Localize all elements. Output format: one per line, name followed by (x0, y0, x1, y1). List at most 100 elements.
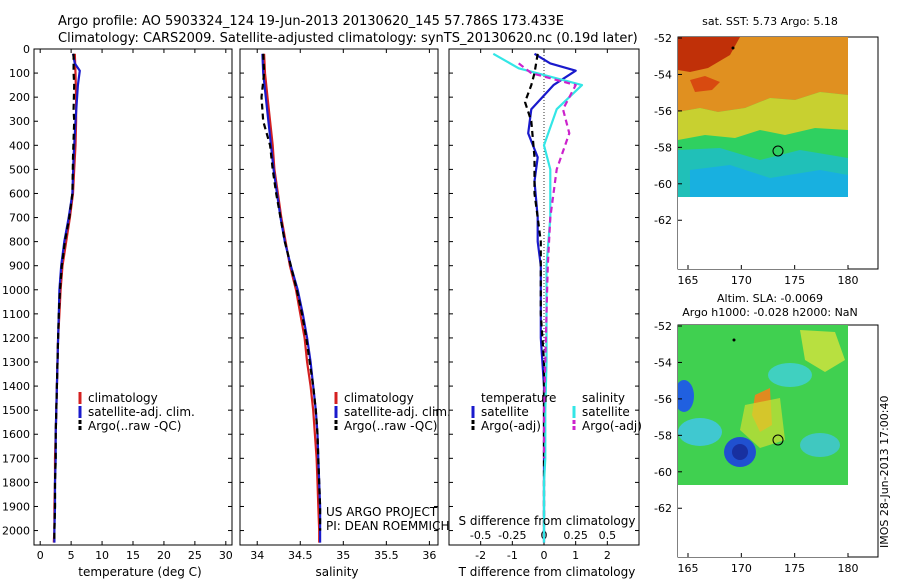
y-tick-label: 1400 (2, 380, 30, 393)
x-tick-label: 10 (95, 549, 109, 562)
difference-legend-salinity: salinity satellite Argo(-adj) (572, 391, 642, 433)
lat-tick-label: -54 (654, 356, 672, 369)
lat-tick-label: -60 (654, 466, 672, 479)
sst-argo-marker (772, 145, 784, 157)
x-tick-label: 34.5 (288, 549, 313, 562)
sst-hot-patch (678, 37, 740, 72)
temperature-x-ticks: 0 5 10 15 20 25 30 (37, 49, 233, 562)
series-line-climatology (263, 53, 321, 543)
lat-tick-label: -56 (654, 105, 672, 118)
sst-mid-band (678, 92, 848, 140)
x-tick-label: 5 (68, 549, 75, 562)
lon-tick-label: 170 (731, 562, 752, 575)
sla-cyan-patch-2 (678, 418, 722, 446)
difference-legend-temperature: temperature satellite Argo(-adj) (471, 391, 556, 433)
salinity-x-label: salinity (315, 565, 358, 579)
pi-annotation: PI: DEAN ROEMMICH (326, 519, 449, 533)
s-tick-label: 0.25 (563, 529, 588, 542)
lat-tick-label: -52 (654, 32, 672, 45)
timestamp-stamp: IMOS 28-Jun-2013 17:00:40 (878, 395, 891, 548)
series-line-salinity-argo-adj- (518, 62, 577, 459)
series-line-temperature-satellite (527, 52, 577, 543)
legend-label-t-satellite: satellite (481, 405, 529, 419)
sst-map-title: sat. SST: 5.73 Argo: 5.18 (702, 15, 838, 28)
salinity-series (260, 53, 322, 543)
s-tick-label: -0.5 (470, 529, 491, 542)
x-tick-label: 15 (126, 549, 140, 562)
legend-heading-salinity: salinity (582, 391, 625, 405)
difference-series (492, 52, 584, 543)
series-line-argo-raw-qc- (260, 53, 322, 531)
temperature-legend: climatology satellite-adj. clim. Argo(..… (78, 391, 195, 433)
x-tick-label: 34 (250, 549, 264, 562)
header-line-2: Climatology: CARS2009. Satellite-adjuste… (58, 31, 638, 46)
lat-tick-label: -54 (654, 68, 672, 81)
difference-x-label-top: S difference from climatology (459, 514, 636, 528)
sla-cyan-patch-1 (768, 363, 812, 387)
sla-land-mask (678, 485, 848, 557)
s-tick-label: 0.5 (599, 529, 617, 542)
depth-axis-ticks: 0 100 200 300 400 500 600 700 800 900 1000 1100 1200… (2, 43, 232, 538)
y-tick-label: 600 (9, 187, 30, 200)
temperature-panel-frame (33, 48, 233, 546)
sla-heatmap (678, 325, 848, 485)
lon-tick-label: 165 (678, 562, 699, 575)
lat-tick-label: -62 (654, 214, 672, 227)
x-tick-label: 2 (604, 549, 611, 562)
x-tick-label: 30 (219, 549, 233, 562)
x-tick-label: 35 (336, 549, 350, 562)
y-tick-label: 200 (9, 91, 30, 104)
sla-deep-low (732, 444, 748, 460)
y-tick-label: 700 (9, 212, 30, 225)
lon-tick-label: 165 (678, 274, 699, 287)
y-tick-label: 1300 (2, 356, 30, 369)
y-tick-label: 1600 (2, 428, 30, 441)
lat-tick-label: -56 (654, 393, 672, 406)
lat-tick-label: -62 (654, 502, 672, 515)
y-tick-label: 0 (23, 43, 30, 56)
y-tick-label: 400 (9, 139, 30, 152)
difference-depth-ticks (449, 48, 639, 532)
sst-small-dot (731, 46, 735, 50)
x-tick-label: 36 (422, 549, 436, 562)
lon-tick-label: 180 (838, 562, 859, 575)
x-tick-label: 0 (37, 549, 44, 562)
sst-land-mask (678, 197, 848, 269)
salinity-x-ticks: 34 34.5 35 35.5 36 (250, 49, 436, 562)
y-tick-label: 1900 (2, 500, 30, 513)
temperature-x-label: temperature (deg C) (78, 565, 201, 579)
header-line-1: Argo profile: AO 5903324_124 19-Jun-2013… (58, 14, 564, 29)
lon-tick-label: 175 (784, 274, 805, 287)
sla-yellow-patch-1 (800, 330, 845, 372)
lat-tick-label: -60 (654, 178, 672, 191)
temperature-series (52, 53, 81, 543)
legend-label-argo: Argo(..raw -QC) (88, 419, 181, 433)
salinity-panel-frame (239, 48, 439, 546)
legend-label-satellite: satellite-adj. clim. (88, 405, 195, 419)
x-tick-label: 20 (157, 549, 171, 562)
y-tick-label: 1500 (2, 404, 30, 417)
lon-tick-label: 180 (838, 274, 859, 287)
x-tick-label: 0 (541, 549, 548, 562)
legend-label-s-satellite: satellite (582, 405, 630, 419)
lat-tick-label: -52 (654, 320, 672, 333)
series-line-argo-raw-qc- (53, 53, 76, 541)
y-tick-label: 2000 (2, 525, 30, 538)
difference-x-ticks: -2 -1 0 1 2 (475, 49, 611, 562)
legend-label-satellite: satellite-adj. clim. (344, 405, 451, 419)
sst-map-ticks: 165 170 175 180 -52 -54 -56 -58 -60 -62 (654, 32, 858, 287)
y-tick-label: 300 (9, 115, 30, 128)
salinity-depth-ticks (240, 48, 438, 532)
x-tick-label: 25 (188, 549, 202, 562)
lon-tick-label: 170 (731, 274, 752, 287)
y-tick-label: 1100 (2, 308, 30, 321)
legend-label-t-argo: Argo(-adj) (481, 419, 541, 433)
y-tick-label: 1700 (2, 452, 30, 465)
x-tick-label: 1 (572, 549, 579, 562)
sla-small-dot (732, 338, 736, 342)
series-line-climatology (52, 53, 78, 543)
x-tick-label: -1 (507, 549, 518, 562)
series-line-salinity-satellite (492, 52, 584, 543)
x-tick-label: -2 (475, 549, 486, 562)
